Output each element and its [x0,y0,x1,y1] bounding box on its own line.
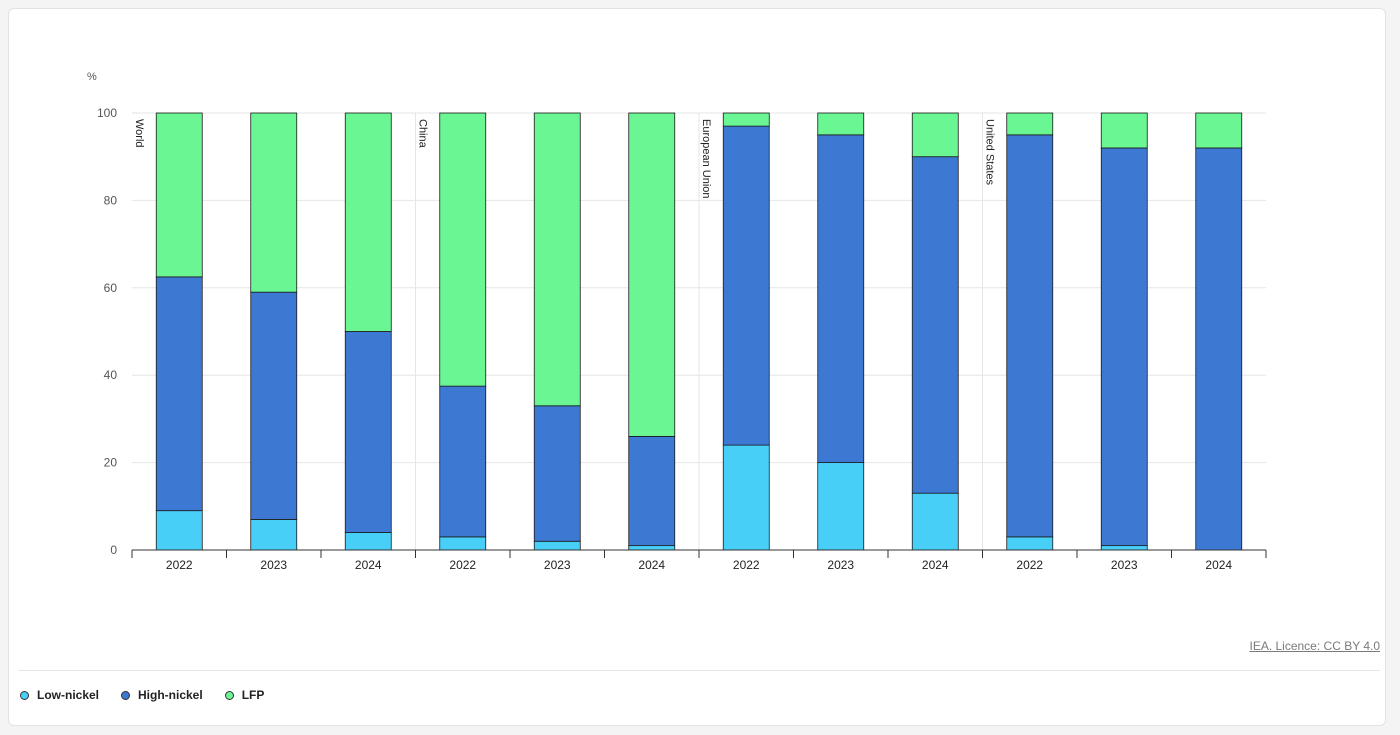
bar-low-nickel[interactable] [344,532,392,551]
x-axis-labels: 2022 2023 2024 2022 2023 2024 2022 2023 2024 2022… [166,558,1233,572]
y-tick-label: 0 [110,543,117,557]
bar-lfp[interactable] [1006,112,1054,136]
legend: Low-nickel High-nickel LFP [20,688,264,702]
y-tick-label: 20 [104,456,118,470]
x-tick-label: 2022 [733,558,760,572]
bar-low-nickel[interactable] [722,444,770,551]
bar-lfp[interactable] [817,112,865,136]
bar-low-nickel[interactable] [1100,545,1148,551]
group-separators [415,113,983,550]
x-tick-label: 2024 [1205,558,1232,572]
group-labels: World China European Union United States [133,119,996,199]
bar-low-nickel[interactable] [439,536,487,551]
bar-low-nickel[interactable] [533,540,581,551]
bar-lfp[interactable] [155,112,203,278]
bar-high-nickel[interactable] [1195,147,1243,551]
x-tick-label: 2023 [260,558,287,572]
bar-lfp[interactable] [911,112,959,158]
bar-high-nickel[interactable] [439,385,487,538]
bar-high-nickel[interactable] [911,156,959,494]
x-tick-label: 2022 [1016,558,1043,572]
x-tick-label: 2024 [355,558,382,572]
bar-low-nickel[interactable] [628,545,676,551]
x-tick-label: 2022 [166,558,193,572]
y-tick-label: 40 [104,368,118,382]
legend-label: LFP [241,688,265,702]
bar-lfp[interactable] [533,112,581,407]
bar-low-nickel[interactable] [155,510,203,551]
bar-lfp[interactable] [344,112,392,332]
legend-divider [18,670,1380,671]
bar-low-nickel[interactable] [817,462,865,551]
group-label: World [133,119,145,148]
bar-high-nickel[interactable] [250,291,298,520]
bar-low-nickel[interactable] [1006,536,1054,551]
bar-high-nickel[interactable] [722,125,770,446]
bar-high-nickel[interactable] [533,405,581,542]
bars [155,112,1243,551]
bar-high-nickel[interactable] [628,435,676,547]
bar-low-nickel[interactable] [911,492,959,551]
x-tick-label: 2024 [922,558,949,572]
bar-high-nickel[interactable] [155,276,203,512]
bar-lfp[interactable] [722,112,770,127]
y-tick-label: 100 [97,106,117,120]
bar-low-nickel[interactable] [250,519,298,551]
bar-high-nickel[interactable] [1100,147,1148,547]
bar-high-nickel[interactable] [817,134,865,464]
x-axis [131,549,1267,558]
x-tick-label: 2022 [449,558,476,572]
group-label: European Union [700,119,712,199]
legend-swatch-high-nickel [121,690,131,700]
chart-card [8,8,1386,726]
y-tick-label: 60 [104,281,118,295]
group-label: China [417,119,429,149]
bar-lfp[interactable] [250,112,298,293]
bar-lfp[interactable] [1195,112,1243,149]
x-tick-label: 2023 [544,558,571,572]
legend-item-low-nickel[interactable]: Low-nickel [20,688,99,702]
legend-item-high-nickel[interactable]: High-nickel [121,688,203,702]
licence-link[interactable]: IEA. Licence: CC BY 4.0 [1249,639,1380,653]
legend-label: Low-nickel [37,688,100,702]
legend-swatch-lfp [224,690,234,700]
x-tick-label: 2024 [638,558,665,572]
x-tick-label: 2023 [1111,558,1138,572]
y-tick-label: 80 [104,193,118,207]
bar-high-nickel[interactable] [1006,134,1054,538]
y-axis-ticks: 0 20 40 60 80 100 [97,106,117,557]
legend-label: High-nickel [138,688,203,702]
x-tick-label: 2023 [827,558,854,572]
y-unit-label: % [87,71,97,83]
bar-lfp[interactable] [439,112,487,387]
bar-lfp[interactable] [628,112,676,437]
group-label: United States [984,119,996,186]
bar-lfp[interactable] [1100,112,1148,149]
bar-high-nickel[interactable] [344,331,392,533]
legend-swatch-low-nickel [20,690,29,700]
legend-item-lfp[interactable]: LFP [224,688,265,702]
